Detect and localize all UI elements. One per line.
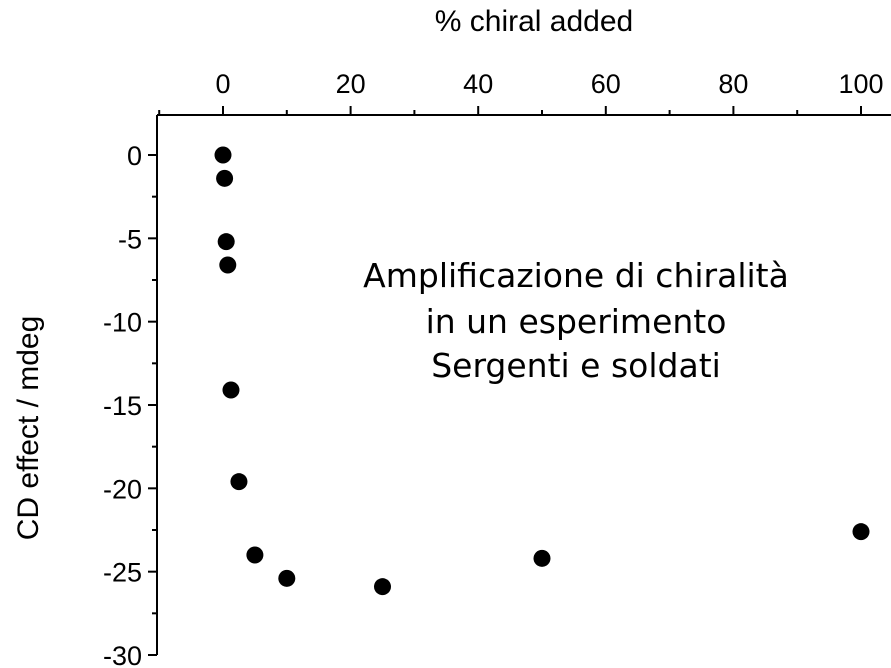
x-tick-label: 80 xyxy=(718,69,748,99)
annotation-line-2: in un esperimento xyxy=(426,302,727,341)
y-tick-label: -25 xyxy=(103,558,142,588)
y-tick-label: -20 xyxy=(103,474,142,504)
x-tick-label: 60 xyxy=(591,69,621,99)
data-point xyxy=(246,546,264,564)
data-point xyxy=(278,569,296,587)
data-point xyxy=(217,233,235,251)
annotation-line-3: Sergenti e soldati xyxy=(431,346,721,385)
y-axis-title: CD effect / mdeg xyxy=(12,316,45,541)
x-tick-label: 20 xyxy=(336,69,366,99)
y-tick-label: -10 xyxy=(103,308,142,338)
data-point xyxy=(374,578,391,596)
data-point xyxy=(533,549,551,567)
y-tick-label: -15 xyxy=(103,391,142,421)
data-point xyxy=(230,473,248,491)
annotation-line-1: Amplificazione di chiralità xyxy=(363,256,789,295)
data-point xyxy=(214,146,232,164)
y-tick-label: -5 xyxy=(118,224,142,254)
x-tick-label: 100 xyxy=(838,69,883,99)
x-tick-label: 40 xyxy=(463,69,493,99)
x-axis-title: % chiral added xyxy=(435,5,633,38)
y-tick-label: 0 xyxy=(127,141,142,171)
data-point xyxy=(219,256,237,274)
x-tick-label: 0 xyxy=(215,69,230,99)
data-point xyxy=(852,523,870,541)
y-tick-label: -30 xyxy=(103,641,142,668)
data-point xyxy=(216,169,234,187)
data-point xyxy=(222,381,240,399)
